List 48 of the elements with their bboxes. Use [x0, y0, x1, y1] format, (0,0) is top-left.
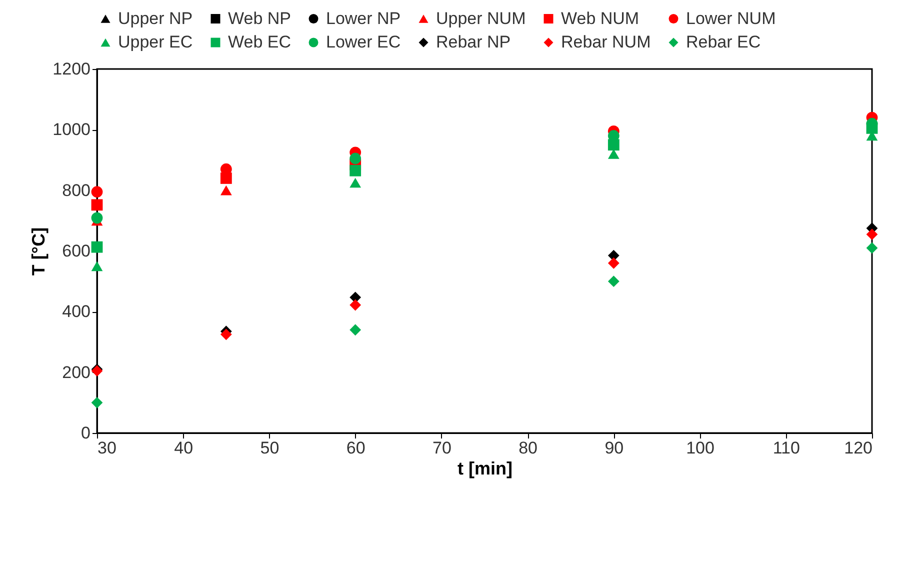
y-tick-label: 400	[62, 302, 90, 322]
y-axis-title: T [°C]	[28, 227, 49, 276]
legend-label: Web NP	[228, 8, 291, 28]
legend-label: Lower EC	[326, 32, 401, 52]
y-tick-label: 0	[81, 424, 90, 442]
legend-label: Rebar NUM	[561, 32, 651, 52]
y-tick-label: 600	[62, 242, 90, 260]
x-tick-label: 110	[772, 438, 800, 458]
legend-label: Upper NUM	[436, 8, 526, 28]
legend-label: Web NUM	[561, 8, 640, 28]
x-tick-label: 50	[260, 438, 280, 458]
x-tick-label: 40	[174, 438, 194, 458]
point	[866, 242, 878, 254]
y-tick-label: 800	[62, 180, 90, 200]
point	[608, 276, 620, 288]
point	[91, 199, 103, 211]
y-tick-label: 1000	[52, 120, 90, 140]
y-tick-label: 200	[62, 362, 90, 382]
legend-label: Rebar NP	[436, 32, 511, 52]
point	[350, 299, 362, 311]
point	[220, 185, 232, 196]
legend-label: Upper NP	[118, 8, 193, 28]
point	[350, 324, 362, 336]
x-tick-label: 60	[346, 438, 366, 458]
point	[350, 164, 362, 176]
x-axis-title: t [min]	[458, 458, 512, 478]
point	[350, 152, 362, 164]
legend-label: Upper EC	[118, 32, 193, 52]
point	[91, 396, 103, 408]
legend-label: Lower NP	[326, 8, 401, 28]
legend-label: Web EC	[228, 32, 291, 52]
point	[866, 228, 878, 240]
x-tick-label: 80	[518, 438, 538, 458]
point	[91, 186, 103, 198]
x-tick-label: 120	[844, 438, 872, 458]
x-tick-label: 30	[98, 438, 116, 458]
x-tick-label: 100	[686, 438, 714, 458]
legend-label: Rebar EC	[686, 32, 761, 52]
point	[91, 241, 103, 253]
point	[91, 212, 103, 224]
y-tick-label: 1200	[52, 60, 90, 78]
legend-label: Lower NUM	[686, 8, 776, 28]
point	[350, 178, 362, 188]
x-tick-label: 70	[432, 438, 452, 458]
point	[220, 328, 232, 340]
point	[608, 257, 620, 269]
x-tick-label: 90	[604, 438, 624, 458]
point	[91, 261, 103, 272]
